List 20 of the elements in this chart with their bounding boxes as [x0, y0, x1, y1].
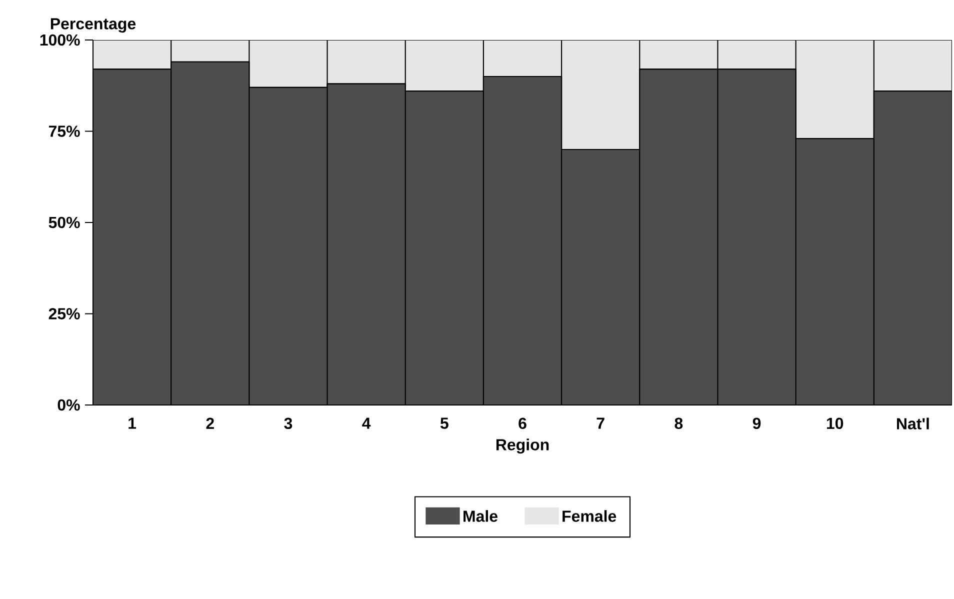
y-axis-title: Percentage	[50, 18, 136, 33]
legend-label: Male	[464, 510, 498, 522]
x-tick-label: 7	[596, 418, 604, 429]
x-tick-label: 3	[284, 418, 292, 430]
x-axis-title: Region	[496, 438, 549, 454]
y-tick-label: 0%	[58, 399, 80, 411]
x-tick-label: 6	[518, 418, 526, 430]
x-tick-label: 4	[362, 418, 371, 429]
x-tick-label: 9	[752, 418, 761, 430]
x-tick-label: Nat'l	[897, 418, 929, 430]
y-tick-label: 50%	[48, 216, 80, 228]
x-tick-label: 10	[826, 418, 844, 430]
x-tick-label: 2	[206, 418, 214, 429]
legend-label: Female	[562, 510, 616, 522]
y-tick-label: 100%	[40, 34, 80, 46]
y-tick-label: 25%	[48, 308, 80, 320]
y-tick-label: 75%	[48, 126, 80, 137]
x-tick-label: 1	[128, 418, 136, 429]
x-tick-label: 5	[440, 418, 448, 429]
x-tick-label: 8	[674, 418, 683, 430]
